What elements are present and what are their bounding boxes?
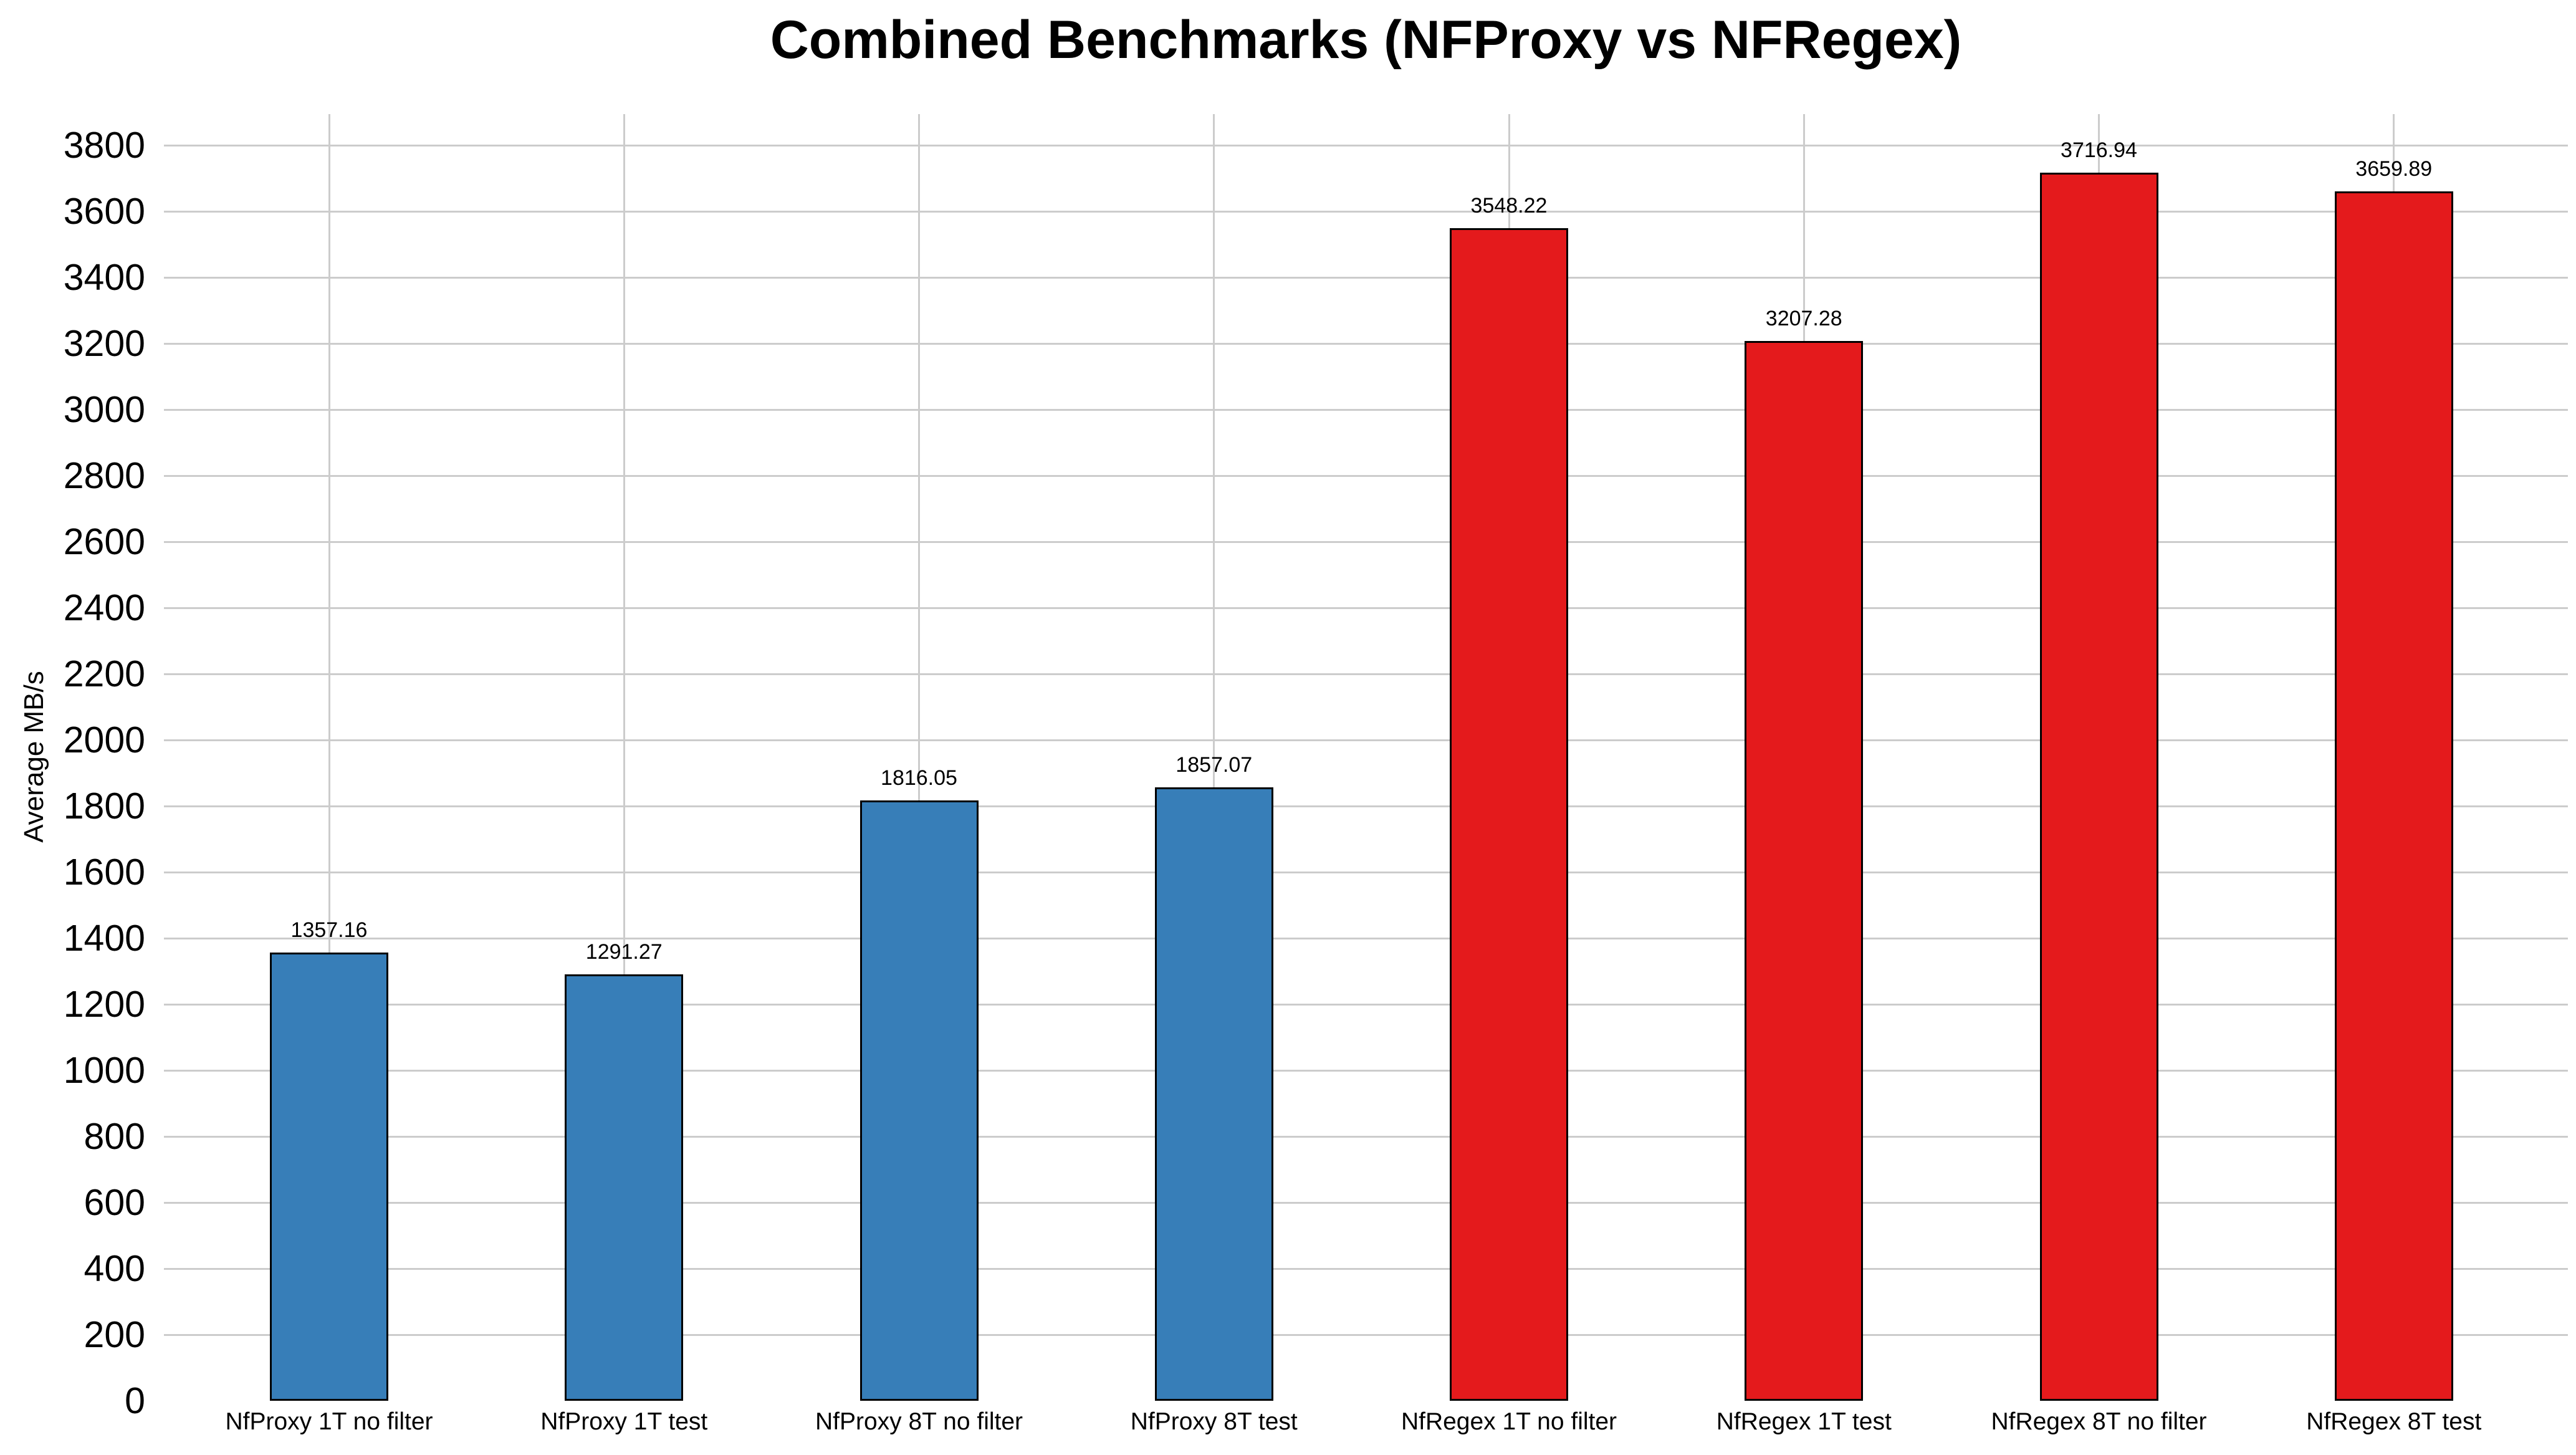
y-tick-label: 2200 bbox=[63, 653, 145, 694]
h-gridline bbox=[164, 474, 2568, 477]
bar bbox=[1450, 228, 1568, 1401]
x-category-label: NfProxy 8T no filter bbox=[815, 1408, 1023, 1435]
h-gridline bbox=[164, 408, 2568, 411]
bar-value-label: 1357.16 bbox=[290, 918, 368, 942]
y-tick-label: 200 bbox=[84, 1314, 145, 1355]
bar-value-label: 3659.89 bbox=[2355, 157, 2433, 181]
y-tick-label: 3000 bbox=[63, 389, 145, 430]
h-gridline bbox=[164, 276, 2568, 279]
x-category-label: NfProxy 1T test bbox=[540, 1408, 708, 1435]
chart-title: Combined Benchmarks (NFProxy vs NFRegex) bbox=[770, 10, 1962, 70]
h-gridline bbox=[164, 1333, 2568, 1336]
bar bbox=[1745, 341, 1864, 1401]
y-tick-label: 1000 bbox=[63, 1050, 145, 1091]
h-gridline bbox=[164, 1201, 2568, 1204]
y-tick-label: 800 bbox=[84, 1116, 145, 1157]
v-gridline bbox=[918, 114, 920, 1401]
h-gridline bbox=[164, 937, 2568, 939]
y-tick-label: 1600 bbox=[63, 852, 145, 893]
y-tick-label: 400 bbox=[84, 1248, 145, 1289]
y-tick-label: 600 bbox=[84, 1182, 145, 1223]
h-gridline bbox=[164, 210, 2568, 213]
h-gridline bbox=[164, 1135, 2568, 1138]
y-tick-label: 3800 bbox=[63, 125, 145, 166]
bar bbox=[2334, 191, 2453, 1401]
y-tick-label: 2600 bbox=[63, 521, 145, 562]
bar-value-label: 1291.27 bbox=[585, 939, 663, 964]
h-gridline bbox=[164, 1003, 2568, 1006]
y-tick-label: 2400 bbox=[63, 587, 145, 628]
x-category-label: NfRegex 8T test bbox=[2306, 1408, 2482, 1435]
x-category-label: NfRegex 1T no filter bbox=[1401, 1408, 1617, 1435]
h-gridline bbox=[164, 1069, 2568, 1072]
y-tick-label: 3400 bbox=[63, 257, 145, 298]
v-gridline bbox=[1213, 114, 1215, 1401]
bar-value-label: 3548.22 bbox=[1470, 194, 1548, 218]
x-category-label: NfProxy 1T no filter bbox=[225, 1408, 433, 1435]
y-tick-label: 1200 bbox=[63, 984, 145, 1025]
x-category-label: NfProxy 8T test bbox=[1130, 1408, 1298, 1435]
y-tick-label: 2000 bbox=[63, 719, 145, 761]
h-gridline bbox=[164, 342, 2568, 345]
y-tick-label: 1800 bbox=[63, 785, 145, 827]
bar bbox=[270, 952, 388, 1401]
bar-value-label: 3207.28 bbox=[1765, 307, 1842, 331]
h-gridline bbox=[164, 540, 2568, 543]
y-tick-label: 3600 bbox=[63, 191, 145, 232]
bar-value-label: 1857.07 bbox=[1175, 752, 1253, 777]
bar bbox=[2039, 173, 2158, 1401]
bar bbox=[565, 974, 684, 1401]
bar-value-label: 1816.05 bbox=[881, 766, 957, 790]
h-gridline bbox=[164, 673, 2568, 675]
v-gridline bbox=[328, 114, 330, 1401]
bar-value-label: 3716.94 bbox=[2061, 138, 2137, 163]
bar bbox=[859, 800, 979, 1401]
h-gridline bbox=[164, 1267, 2568, 1270]
h-gridline bbox=[164, 871, 2568, 873]
y-tick-label: 3200 bbox=[63, 323, 145, 364]
y-tick-label: 0 bbox=[125, 1380, 145, 1421]
h-gridline bbox=[164, 805, 2568, 807]
v-gridline bbox=[623, 114, 625, 1401]
x-category-label: NfRegex 8T no filter bbox=[1991, 1408, 2207, 1435]
y-tick-label: 2800 bbox=[63, 455, 145, 496]
h-gridline bbox=[164, 607, 2568, 609]
bar bbox=[1154, 787, 1273, 1401]
h-gridline bbox=[164, 144, 2568, 146]
h-gridline bbox=[164, 739, 2568, 741]
x-category-label: NfRegex 1T test bbox=[1716, 1408, 1892, 1435]
y-tick-label: 1400 bbox=[63, 918, 145, 959]
